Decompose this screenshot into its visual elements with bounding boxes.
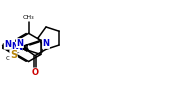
Text: N: N [4,40,11,49]
Text: O: O [31,68,38,77]
Text: N: N [12,42,19,51]
Text: CH₃: CH₃ [6,57,18,62]
Text: N: N [16,39,23,48]
Text: N: N [15,43,22,52]
Text: N: N [42,39,50,48]
Text: S: S [10,50,17,60]
Text: CH₃: CH₃ [23,15,34,20]
